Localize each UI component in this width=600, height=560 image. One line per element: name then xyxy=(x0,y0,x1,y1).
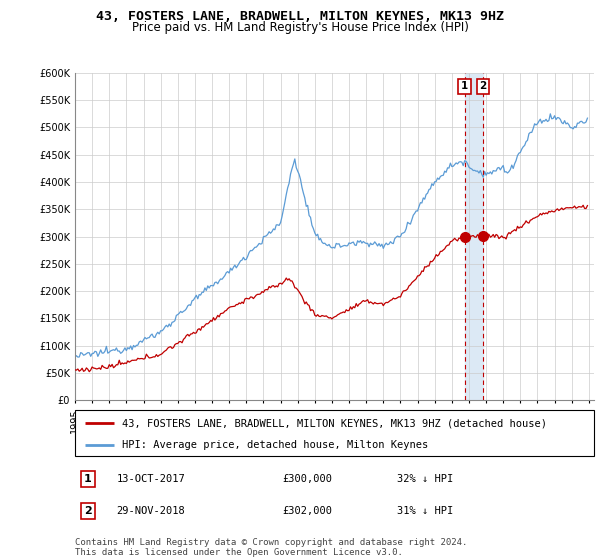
Text: £302,000: £302,000 xyxy=(283,506,332,516)
Text: 1: 1 xyxy=(84,474,92,484)
Text: Price paid vs. HM Land Registry's House Price Index (HPI): Price paid vs. HM Land Registry's House … xyxy=(131,21,469,34)
Text: £300,000: £300,000 xyxy=(283,474,332,484)
Bar xyxy=(464,73,483,400)
Text: 32% ↓ HPI: 32% ↓ HPI xyxy=(397,474,453,484)
Text: 1: 1 xyxy=(461,81,469,91)
Text: 29-NOV-2018: 29-NOV-2018 xyxy=(116,506,185,516)
Text: Contains HM Land Registry data © Crown copyright and database right 2024.
This d: Contains HM Land Registry data © Crown c… xyxy=(75,538,467,557)
Text: 31% ↓ HPI: 31% ↓ HPI xyxy=(397,506,453,516)
Text: 13-OCT-2017: 13-OCT-2017 xyxy=(116,474,185,484)
FancyBboxPatch shape xyxy=(75,410,594,456)
Text: 2: 2 xyxy=(84,506,92,516)
Text: 43, FOSTERS LANE, BRADWELL, MILTON KEYNES, MK13 9HZ: 43, FOSTERS LANE, BRADWELL, MILTON KEYNE… xyxy=(96,10,504,23)
Text: HPI: Average price, detached house, Milton Keynes: HPI: Average price, detached house, Milt… xyxy=(122,440,428,450)
Text: 2: 2 xyxy=(479,81,487,91)
Text: 43, FOSTERS LANE, BRADWELL, MILTON KEYNES, MK13 9HZ (detached house): 43, FOSTERS LANE, BRADWELL, MILTON KEYNE… xyxy=(122,418,547,428)
